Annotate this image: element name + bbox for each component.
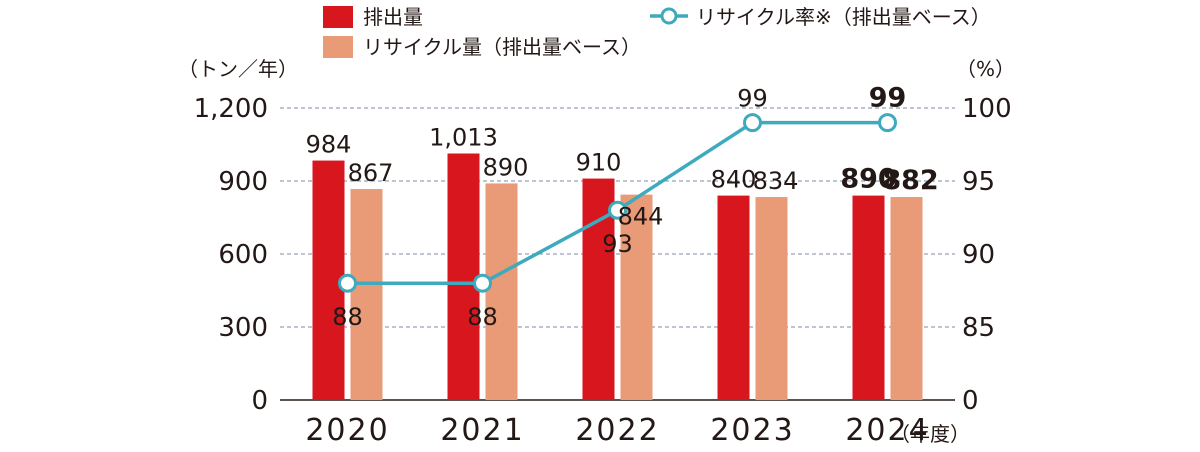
gridlines [280, 107, 955, 401]
data-label-emissions: 984 [306, 131, 352, 159]
data-label-recycled: 844 [618, 203, 664, 231]
y-right-tick-label: 85 [962, 313, 995, 343]
data-label-recycled: 834 [753, 167, 799, 195]
y-left-tick-label: 300 [218, 313, 268, 343]
bar-recycled [485, 183, 518, 400]
legend-label-recycled: リサイクル量（排出量ベース） [363, 35, 641, 59]
rate-marker [878, 113, 897, 133]
data-label-rate: 88 [332, 303, 363, 331]
rate-line [338, 113, 897, 293]
legend: 排出量 リサイクル量（排出量ベース） リサイクル率※（排出量ベース） [323, 5, 991, 59]
y-right-tick-label: 90 [962, 240, 995, 270]
data-label-emissions: 890 [840, 164, 896, 195]
bar-recycled [755, 197, 788, 400]
legend-swatch-recycled [323, 36, 353, 58]
y-left-tick-label: 600 [218, 240, 268, 270]
x-unit: （年度） [890, 422, 970, 446]
y-left-tick-labels: 0 300 600 900 1,200 [194, 94, 268, 416]
data-label-rate: 99 [737, 85, 768, 113]
bar-recycled [620, 194, 653, 400]
category-label: 2022 [575, 413, 659, 448]
y-left-unit: （トン／年） [178, 57, 298, 81]
bar-recycled [890, 197, 923, 400]
rate-marker [743, 113, 762, 133]
data-label-recycled: 867 [348, 159, 394, 187]
rate-marker [338, 273, 357, 293]
data-label-emissions: 1,013 [429, 124, 498, 152]
y-right-unit: （%） [956, 57, 1015, 81]
y-left-tick-label: 0 [251, 386, 268, 416]
y-left-tick-label: 1,200 [194, 94, 268, 124]
y-right-tick-label: 95 [962, 167, 995, 197]
data-label-recycled: 882 [882, 165, 938, 196]
category-labels: 2020 2021 2022 2023 2024 [305, 413, 929, 448]
y-right-tick-labels: 0 85 90 95 100 [962, 94, 1012, 416]
legend-label-emissions: 排出量 [363, 5, 423, 29]
category-label: 2021 [440, 413, 524, 448]
data-label-rate: 99 [869, 83, 907, 114]
rate-marker [473, 273, 492, 293]
y-right-tick-label: 0 [962, 386, 979, 416]
y-right-tick-label: 100 [962, 94, 1012, 124]
rate-marker [608, 200, 627, 220]
y-left-tick-label: 900 [218, 167, 268, 197]
bar-emissions [717, 195, 750, 400]
data-label-rate: 88 [467, 303, 498, 331]
bar-emissions [852, 195, 885, 400]
category-label: 2023 [710, 413, 794, 448]
data-label-emissions: 840 [711, 166, 757, 194]
data-label-emissions: 910 [576, 149, 622, 177]
legend-label-rate: リサイクル率※（排出量ベース） [696, 5, 991, 29]
bar-emissions [447, 153, 480, 400]
category-label: 2020 [305, 413, 389, 448]
data-label-rate: 93 [602, 230, 633, 258]
bars [312, 153, 923, 400]
legend-marker-rate [660, 7, 678, 25]
category-label: 2024 [845, 413, 929, 448]
legend-swatch-emissions [323, 6, 353, 28]
bar-recycled [350, 189, 383, 400]
data-label-recycled: 890 [483, 153, 529, 181]
